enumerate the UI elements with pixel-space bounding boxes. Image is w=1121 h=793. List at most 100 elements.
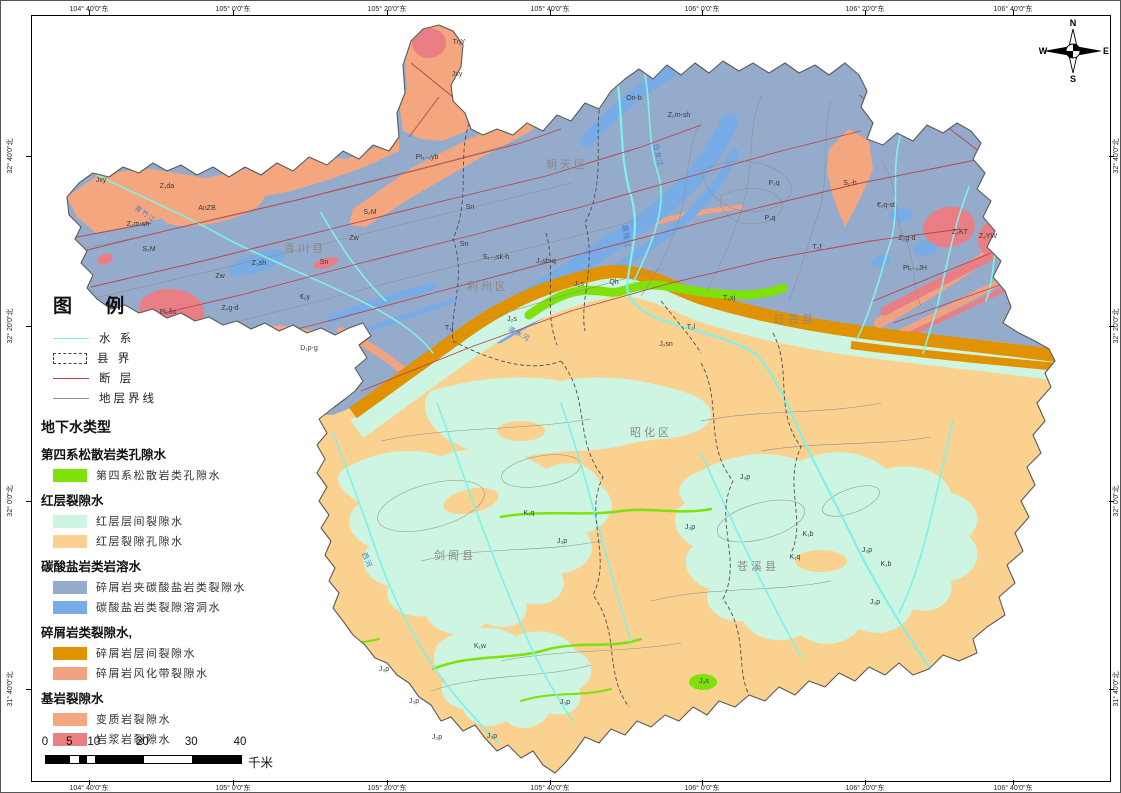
geology-code-label: Z₂g-d: [898, 235, 915, 242]
county-boundaries: [451, 96, 802, 708]
legend-groups: 第四系松散岩类孔隙水 第四系松散岩类孔隙水 红层裂隙水 红层层间裂隙水 红层裂隙孔隙水碳…: [41, 444, 309, 747]
color-swatch: [53, 514, 87, 528]
legend-item: 碎屑岩夹碳酸盐岩类裂隙水: [53, 579, 309, 595]
legend-label: 水 系: [99, 333, 135, 345]
longitude-label: 105° 40'0"东: [530, 785, 570, 792]
tick-mark: [26, 156, 31, 157]
color-swatch: [53, 534, 87, 548]
compass-rose: N E S W: [1039, 18, 1109, 83]
geology-code-label: J₂sb-q: [536, 258, 556, 265]
legend-item: 红层层间裂隙水: [53, 513, 309, 529]
scalebar-bar: [45, 755, 242, 764]
tick-mark: [89, 780, 90, 785]
legend-item: 碎屑岩风化带裂隙水: [53, 665, 309, 681]
geology-code-label: J₃p: [862, 547, 872, 554]
geology-code-label: K₁q: [524, 510, 535, 517]
scalebar-number: 40: [233, 736, 247, 748]
color-swatch: [53, 580, 87, 594]
legend-item: 红层裂隙孔隙水: [53, 533, 309, 549]
tick-mark: [1109, 689, 1114, 690]
geology-code-label: T₁j: [445, 325, 454, 332]
legend-item: 变质岩裂隙水: [53, 711, 309, 727]
scalebar-segment: [94, 756, 144, 763]
county-label: 旺苍县: [774, 313, 816, 326]
scalebar-number: 0: [41, 736, 49, 748]
compass-n-label: N: [1070, 18, 1077, 28]
tick-mark: [233, 10, 234, 15]
legend-group-header: 第四系松散岩类孔隙水: [41, 448, 167, 462]
tick-mark: [387, 10, 388, 15]
longitude-label: 105° 20'0"东: [367, 785, 407, 792]
latitude-label: 32° 40'0"北: [7, 138, 14, 174]
legend-group-header: 红层裂隙水: [41, 494, 104, 508]
longitude-label: 106° 20'0"东: [845, 6, 885, 13]
geology-code-label: Sn: [466, 204, 475, 211]
geology-code-label: P₁q: [765, 215, 776, 222]
legend-label: 地层界线: [99, 393, 157, 405]
geology-code-label: K₁w: [474, 643, 487, 650]
legend-item: 第四系松散岩类孔隙水: [53, 467, 309, 483]
color-swatch: [53, 732, 87, 746]
geology-code-label: J₃p: [432, 734, 442, 741]
fault-swatch: [53, 377, 89, 379]
legend-group-header: 基岩裂隙水: [41, 692, 104, 706]
geology-code-label: Pt₁₋₂JH: [903, 265, 927, 272]
county-label: 朝天区: [546, 158, 588, 171]
legend-label: 碎屑岩层间裂隙水: [96, 648, 196, 660]
tick-mark: [865, 10, 866, 15]
geology-code-label: K₁b: [803, 531, 814, 538]
geology-code-label: J₃s: [699, 678, 709, 685]
geology-code-label: J₂sn: [659, 341, 673, 348]
county-swatch: [53, 352, 87, 364]
stratum-boundaries: [70, 95, 932, 692]
latitude-label: 32° 0'0"北: [7, 485, 14, 517]
geology-code-label: T₂f: [813, 244, 822, 251]
geology-code-label: Z₂m-sh: [668, 112, 691, 119]
tick-mark: [702, 780, 703, 785]
geology-code-label: Z₂KT: [952, 229, 969, 236]
geology-code-label: Pt₁₋₂yb: [416, 154, 439, 161]
geology-code-label: Pt₂δo: [159, 309, 176, 316]
geology-code-label: J₃p: [870, 599, 880, 606]
longitude-label: 106° 0'0"东: [684, 785, 720, 792]
geology-code-label: AnZB: [198, 205, 216, 212]
latitude-label: 32° 20'0"北: [7, 308, 14, 344]
scale-bar: 0 5 10 20 30 40 千米: [41, 736, 295, 772]
geology-code-label: J₂s: [507, 316, 517, 323]
tick-mark: [26, 689, 31, 690]
geology-code-label: P₂q: [768, 180, 779, 187]
geology-code-label: S₂M: [142, 246, 155, 253]
tick-mark: [550, 780, 551, 785]
legend-item: 岩浆岩裂隙水: [53, 731, 309, 747]
legend-label: 红层裂隙孔隙水: [96, 536, 184, 548]
legend-item: 碳酸盐岩类裂隙溶洞水: [53, 599, 309, 615]
tick-mark: [865, 780, 866, 785]
color-swatch: [53, 600, 87, 614]
longitude-label: 104° 40'0"东: [69, 785, 109, 792]
county-label: 剑阁县: [434, 548, 476, 562]
region-outline: [66, 24, 1056, 774]
legend-label: 红层层间裂隙水: [96, 516, 184, 528]
legend-label: 断 层: [99, 373, 135, 385]
county-label: 苍溪县: [737, 560, 779, 573]
legend-line-items: 水 系县 界断 层地层界线: [41, 328, 309, 408]
legend-label: 岩浆岩裂隙水: [96, 734, 171, 746]
geology-code-label: J₃p: [557, 538, 567, 545]
tick-mark: [233, 780, 234, 785]
legend-row: 水 系: [53, 328, 309, 348]
scalebar-segment: [78, 756, 87, 763]
legend-title: 图 例: [53, 296, 139, 317]
geology-code-label: T₃xj: [723, 295, 736, 302]
stratum-swatch: [53, 397, 89, 399]
compass-w-label: W: [1039, 46, 1048, 56]
tick-mark: [387, 780, 388, 785]
geology-code-label: TηY: [453, 39, 466, 46]
longitude-label: 105° 40'0"东: [530, 6, 570, 13]
geology-code-label: Zw: [215, 273, 225, 280]
color-swatch: [53, 712, 87, 726]
geology-code-label: Z₂YW: [979, 233, 998, 240]
scalebar-segment: [46, 756, 71, 763]
geology-code-label: Sn: [460, 241, 469, 248]
tick-mark: [1109, 326, 1114, 327]
